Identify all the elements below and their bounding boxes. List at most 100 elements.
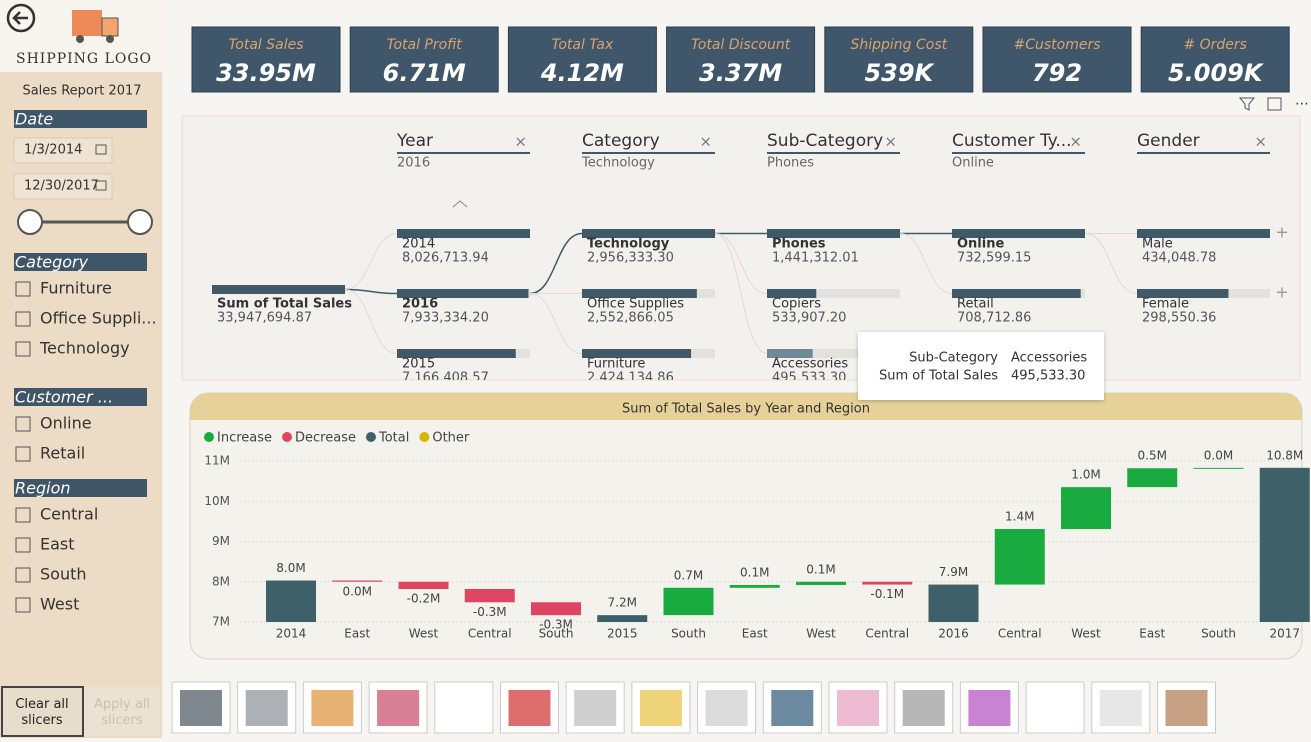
level-remove[interactable]: ×: [699, 133, 712, 151]
x-tick-label: 2016: [938, 627, 969, 641]
waterfall-bar[interactable]: [266, 580, 316, 622]
kpi-value: 33.95M: [216, 59, 316, 87]
thumbnail-image: [442, 690, 485, 726]
waterfall-bar[interactable]: [597, 615, 648, 622]
waterfall-panel: [189, 392, 1303, 660]
checkbox[interactable]: [15, 446, 31, 462]
node-value: 533,907.20: [772, 311, 846, 326]
slicer-title: Date: [15, 110, 53, 129]
waterfall-bar[interactable]: [1259, 467, 1310, 622]
checkbox[interactable]: [15, 567, 31, 583]
x-tick-label: South: [539, 627, 574, 641]
slicer-title: Category: [15, 253, 89, 272]
tree-connector: [899, 233, 953, 294]
kpi-card: [1140, 26, 1290, 93]
tree-bar[interactable]: [582, 229, 715, 238]
thumbnail-image: [705, 690, 748, 726]
checkbox[interactable]: [15, 537, 31, 553]
tree-bar[interactable]: [397, 289, 529, 298]
thumbnail-image: [639, 690, 682, 726]
tree-bar[interactable]: [952, 229, 1085, 238]
checkbox[interactable]: [15, 507, 31, 523]
slicer-option: Central: [40, 505, 98, 524]
waterfall-bar[interactable]: [1193, 467, 1244, 469]
tree-bar[interactable]: [397, 349, 516, 358]
slider-handle[interactable]: [17, 209, 43, 235]
tree-connector: [344, 289, 398, 354]
truck-body: [72, 10, 102, 36]
level-name: Gender: [1137, 131, 1200, 151]
tree-bar[interactable]: [952, 289, 1081, 298]
thumbnail-image: [574, 690, 617, 726]
waterfall-bar[interactable]: [994, 529, 1045, 585]
thumbnail-image: [377, 690, 420, 726]
tree-bar[interactable]: [397, 229, 530, 238]
kpi-label: Total Profit: [387, 37, 463, 53]
slicer-option: South: [40, 565, 87, 584]
calendar-icon: [95, 180, 107, 191]
tree-connector: [529, 293, 583, 354]
tree-bar[interactable]: [582, 289, 697, 298]
x-tick-label: South: [1201, 627, 1236, 641]
tree-bar[interactable]: [1137, 289, 1229, 298]
checkbox[interactable]: [15, 311, 31, 327]
more-icon[interactable]: ⋯: [1295, 96, 1309, 112]
checkbox[interactable]: [15, 416, 31, 432]
waterfall-bar[interactable]: [729, 584, 780, 588]
waterfall-bar[interactable]: [1061, 487, 1111, 530]
slider-handle[interactable]: [127, 209, 153, 235]
node-value: 298,550.36: [1142, 311, 1216, 326]
checkbox[interactable]: [15, 341, 31, 357]
tree-bar[interactable]: [767, 229, 900, 238]
legend-label: Total: [378, 431, 409, 446]
scroll-up[interactable]: [452, 200, 468, 208]
waterfall-bar[interactable]: [464, 588, 515, 603]
slicer-option: East: [40, 535, 75, 554]
tooltip-key: Sub-Category: [909, 351, 998, 366]
tree-bar[interactable]: [582, 349, 692, 358]
x-tick-label: 2014: [276, 627, 307, 641]
level-remove[interactable]: ×: [1254, 133, 1267, 151]
node-label: Furniture: [587, 357, 645, 372]
back-button[interactable]: [6, 3, 36, 33]
checkbox[interactable]: [15, 597, 31, 613]
level-remove[interactable]: ×: [1069, 133, 1082, 151]
slicer-title: Customer ...: [15, 388, 113, 407]
node-label: Accessories: [772, 357, 848, 372]
thumbnail-image: [837, 690, 879, 726]
waterfall-bar[interactable]: [332, 580, 383, 582]
node-value: 33,947,694.87: [217, 311, 312, 326]
apply-button[interactable]: [84, 687, 160, 736]
tree-bar[interactable]: [767, 349, 813, 358]
node-label: Online: [957, 237, 1004, 252]
filter-icon[interactable]: [1238, 97, 1256, 111]
tree-bar[interactable]: [1137, 229, 1270, 238]
tree-bar[interactable]: [767, 289, 817, 298]
level-remove[interactable]: ×: [514, 133, 527, 151]
waterfall-bar[interactable]: [1127, 468, 1178, 488]
wheel: [106, 35, 114, 43]
waterfall-bar[interactable]: [862, 581, 913, 585]
x-tick-label: East: [1139, 627, 1165, 641]
level-remove[interactable]: ×: [884, 133, 897, 151]
kpi-card: [349, 26, 499, 93]
focus-icon[interactable]: [1267, 97, 1282, 111]
waterfall-bar[interactable]: [663, 587, 714, 616]
waterfall-bar[interactable]: [398, 581, 449, 589]
date-value: 12/30/2017: [24, 179, 99, 194]
expand-node[interactable]: +: [1275, 223, 1288, 242]
node-value: 2,956,333.30: [587, 251, 674, 266]
waterfall-bar[interactable]: [796, 581, 846, 585]
waterfall-bar[interactable]: [928, 584, 979, 622]
expand-node[interactable]: +: [1275, 283, 1288, 302]
checkbox[interactable]: [15, 281, 31, 297]
level-selected: Online: [952, 156, 994, 171]
clear-button[interactable]: [1, 686, 84, 737]
node-value: 2,552,866.05: [587, 311, 674, 326]
decomposition-tree-panel: [181, 115, 1301, 381]
thumbnail-image: [1165, 690, 1208, 726]
slicer-option: Retail: [40, 444, 85, 463]
legend-marker: [282, 432, 293, 442]
waterfall-bar[interactable]: [531, 602, 581, 616]
node-label: Retail: [957, 297, 994, 312]
